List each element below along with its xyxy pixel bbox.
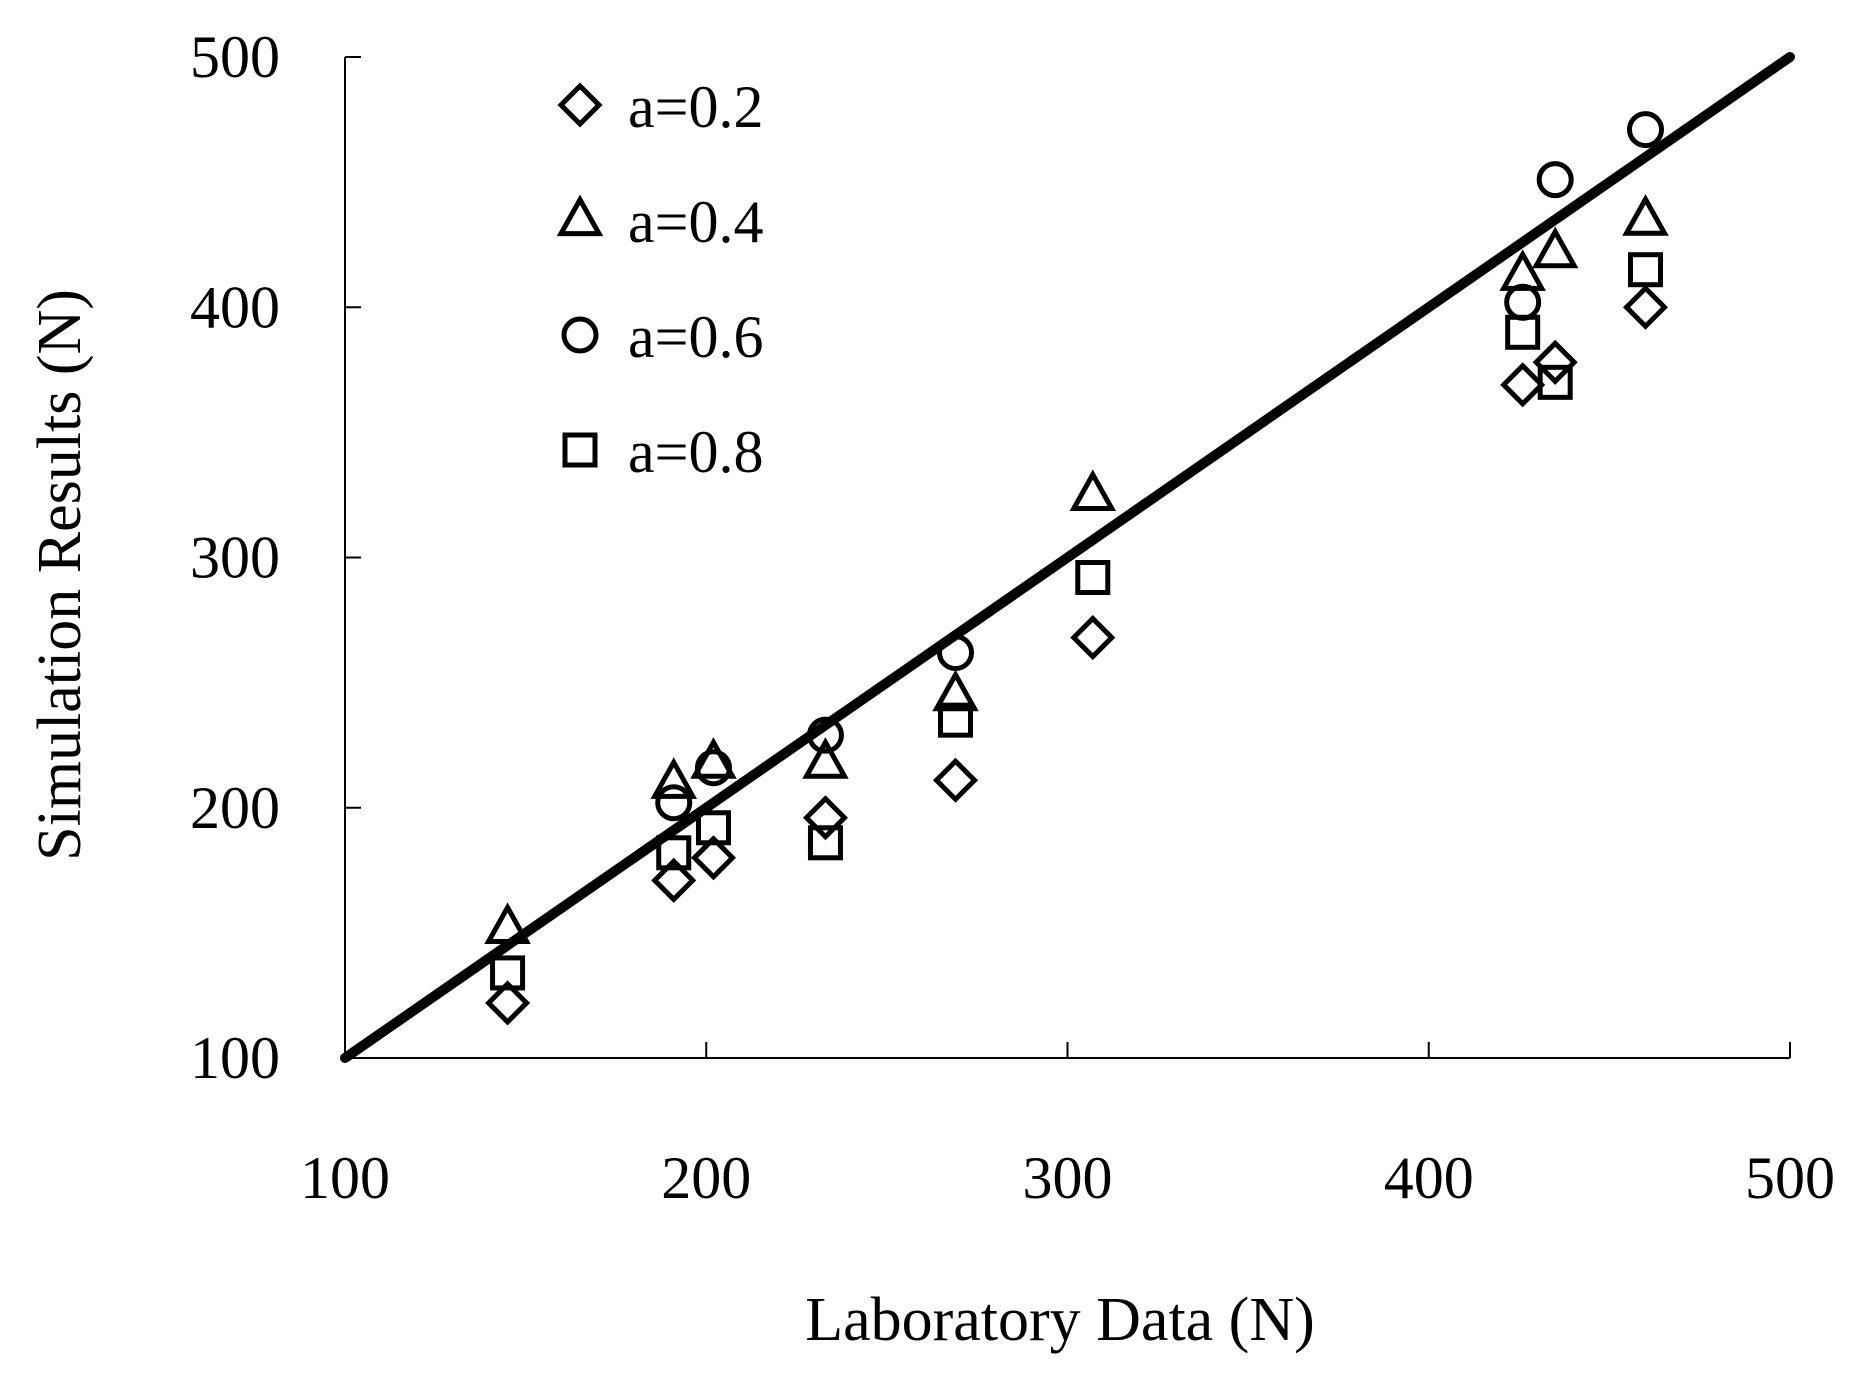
data-point-triangle <box>1069 469 1117 512</box>
data-point-triangle <box>1531 226 1579 269</box>
legend-label: a=0.4 <box>628 189 763 255</box>
data-point-square <box>938 702 974 738</box>
data-point-circle <box>1536 161 1574 199</box>
data-point-diamond <box>1532 339 1578 385</box>
y-tick-label: 200 <box>190 775 280 841</box>
data-point-diamond <box>1070 615 1116 661</box>
x-tick-label: 100 <box>300 1145 390 1211</box>
data-point-circle <box>1627 111 1664 149</box>
legend-label: a=0.2 <box>628 74 763 140</box>
data-point-triangle <box>484 902 531 944</box>
data-point-triangle <box>650 757 697 799</box>
data-point-triangle <box>1622 194 1669 236</box>
legend-marker-square <box>562 432 598 468</box>
data-point-circle <box>937 634 975 672</box>
legend-marker-triangle <box>556 194 604 237</box>
legend-marker-diamond <box>557 82 603 128</box>
y-tick-label: 300 <box>190 525 280 591</box>
data-point-diamond <box>1500 362 1546 408</box>
data-point-square <box>490 955 526 991</box>
data-point-square <box>695 810 731 846</box>
data-point-diamond <box>1622 284 1669 330</box>
legend: a=0.2 a=0.4 a=0.6 a=0.8 <box>556 74 763 485</box>
data-point-triangle <box>802 737 849 779</box>
data-point-diamond <box>802 795 848 841</box>
data-point-square <box>807 825 843 861</box>
tick-labels: 100 200 300 400 500 100 200 300 400 500 <box>190 24 1835 1211</box>
data-point-diamond <box>485 980 531 1026</box>
y-tick-label: 500 <box>190 24 280 90</box>
data-point-diamond <box>651 857 697 903</box>
x-tick-label: 400 <box>1384 1145 1474 1211</box>
data-points <box>484 111 1669 1026</box>
legend-label: a=0.8 <box>628 419 763 485</box>
y-axis-title: Simulation Results (N) <box>26 289 94 861</box>
data-point-circle <box>655 784 693 822</box>
legend-label: a=0.6 <box>628 304 763 370</box>
data-point-diamond <box>932 757 979 803</box>
data-point-triangle <box>932 669 979 712</box>
y-tick-label: 400 <box>190 274 280 340</box>
data-point-square <box>656 835 692 871</box>
data-point-square <box>1075 560 1111 596</box>
legend-marker-circle <box>561 316 599 354</box>
data-point-square <box>1537 364 1573 400</box>
y-tick-label: 100 <box>190 1025 280 1091</box>
x-tick-label: 300 <box>1023 1145 1113 1211</box>
data-point-square <box>1628 252 1663 288</box>
reference-line <box>340 52 1795 1063</box>
data-point-square <box>1505 314 1541 350</box>
reference-line-y-equals-x <box>340 52 1795 1063</box>
data-point-triangle <box>690 737 737 779</box>
x-axis-title: Laboratory Data (N) <box>805 1286 1315 1354</box>
data-point-circle <box>694 749 732 787</box>
x-tick-label: 200 <box>661 1145 751 1211</box>
data-point-circle <box>1504 283 1542 321</box>
x-tick-label: 500 <box>1745 1145 1835 1211</box>
data-point-circle <box>806 716 844 754</box>
data-point-triangle <box>1499 249 1546 291</box>
data-point-diamond <box>690 835 737 881</box>
